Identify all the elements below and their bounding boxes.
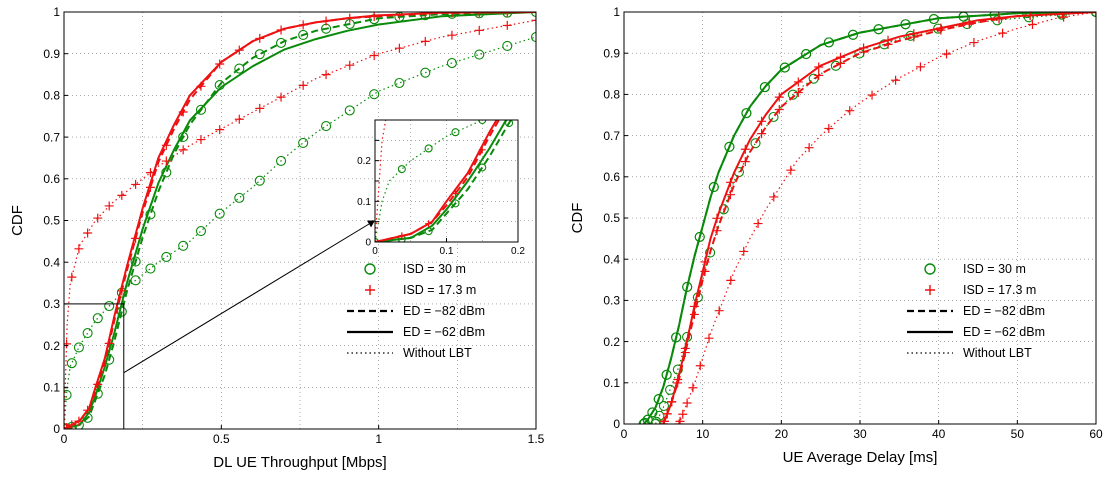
- inset-x-tick-label: 0.2: [511, 246, 525, 257]
- right-x-tick-label: 40: [932, 427, 946, 441]
- right-x-tick-label: 20: [775, 427, 789, 441]
- left-x-tick-label: 0.5: [213, 432, 230, 446]
- inset-y-tick-label: 0.2: [357, 156, 371, 167]
- right-x-tick-label: 10: [696, 427, 710, 441]
- right-x-tick-label: 60: [1089, 427, 1103, 441]
- right-y-tick-label: 0: [613, 417, 620, 431]
- right-y-tick-label: 0.7: [603, 129, 620, 143]
- left-x-tick-label: 1: [375, 432, 382, 446]
- left-y-tick-label: 0: [53, 422, 60, 436]
- legend-label: ISD = 30 m: [963, 262, 1026, 276]
- right-y-axis-label: CDF: [569, 203, 586, 234]
- left-y-tick-label: 0.1: [43, 381, 60, 395]
- legend-label: Without LBT: [963, 346, 1032, 360]
- left-y-tick-label: 0.9: [43, 47, 60, 61]
- plus-marker: [532, 1, 539, 8]
- right-y-tick-label: 1: [613, 5, 620, 19]
- left-y-tick-label: 0.5: [43, 214, 60, 228]
- right-y-tick-label: 0.4: [603, 252, 620, 266]
- circle-marker: [586, 7, 593, 14]
- left-y-axis-label: CDF: [9, 205, 26, 236]
- legend-label: ISD = 17.3 m: [963, 283, 1036, 297]
- right-x-tick-label: 30: [853, 427, 867, 441]
- right-y-tick-label: 0.2: [603, 335, 620, 349]
- inset-x-tick-label: 0: [372, 246, 378, 257]
- right-y-tick-label: 0.5: [603, 211, 620, 225]
- circle-marker: [559, 85, 566, 92]
- right-x-tick-label: 50: [1011, 427, 1025, 441]
- legend-label: ISD = 17.3 m: [403, 283, 476, 297]
- inset-y-tick-label: 0.1: [357, 197, 371, 208]
- right-y-tick-label: 0.3: [603, 294, 620, 308]
- circle-marker: [613, 68, 620, 75]
- circle-marker: [801, 3, 808, 10]
- circle-marker: [586, 76, 593, 83]
- legend-label: Without LBT: [403, 346, 472, 360]
- right-y-tick-label: 0.1: [603, 376, 620, 390]
- legend-label: ED = −62 dBm: [963, 325, 1045, 339]
- left-y-tick-label: 0.6: [43, 172, 60, 186]
- legend-label: ED = −62 dBm: [403, 325, 485, 339]
- right-x-axis-label: UE Average Delay [ms]: [783, 449, 938, 466]
- right-y-tick-label: 0.6: [603, 170, 620, 184]
- left-y-tick-label: 1: [53, 5, 60, 19]
- left-x-axis-label: DL UE Throughput [Mbps]: [213, 454, 386, 471]
- legend-label: ED = −82 dBm: [963, 304, 1045, 318]
- left-y-tick-label: 0.3: [43, 297, 60, 311]
- circle-marker: [559, 40, 566, 47]
- left-y-tick-label: 0.2: [43, 339, 60, 353]
- left-x-tick-label: 0: [61, 432, 68, 446]
- right-x-tick-label: 0: [621, 427, 628, 441]
- left-y-tick-label: 0.4: [43, 255, 60, 269]
- inset-y-tick-label: 0: [365, 238, 371, 249]
- legend-label: ISD = 30 m: [403, 262, 466, 276]
- right-y-tick-label: 0.9: [603, 46, 620, 60]
- left-y-tick-label: 0.7: [43, 130, 60, 144]
- left-x-tick-label: 1.5: [528, 432, 545, 446]
- right-y-tick-label: 0.8: [603, 88, 620, 102]
- left-y-tick-label: 0.8: [43, 89, 60, 103]
- legend-label: ED = −82 dBm: [403, 304, 485, 318]
- inset-x-tick-label: 0.1: [440, 246, 454, 257]
- delay-cdf-chart: 0 10 20 30 40 50 60 0 0.1 0.2 0.3 0.4 0.5 0.6 0.7 0.8 0.…: [569, 5, 1103, 466]
- plus-marker: [559, 15, 566, 22]
